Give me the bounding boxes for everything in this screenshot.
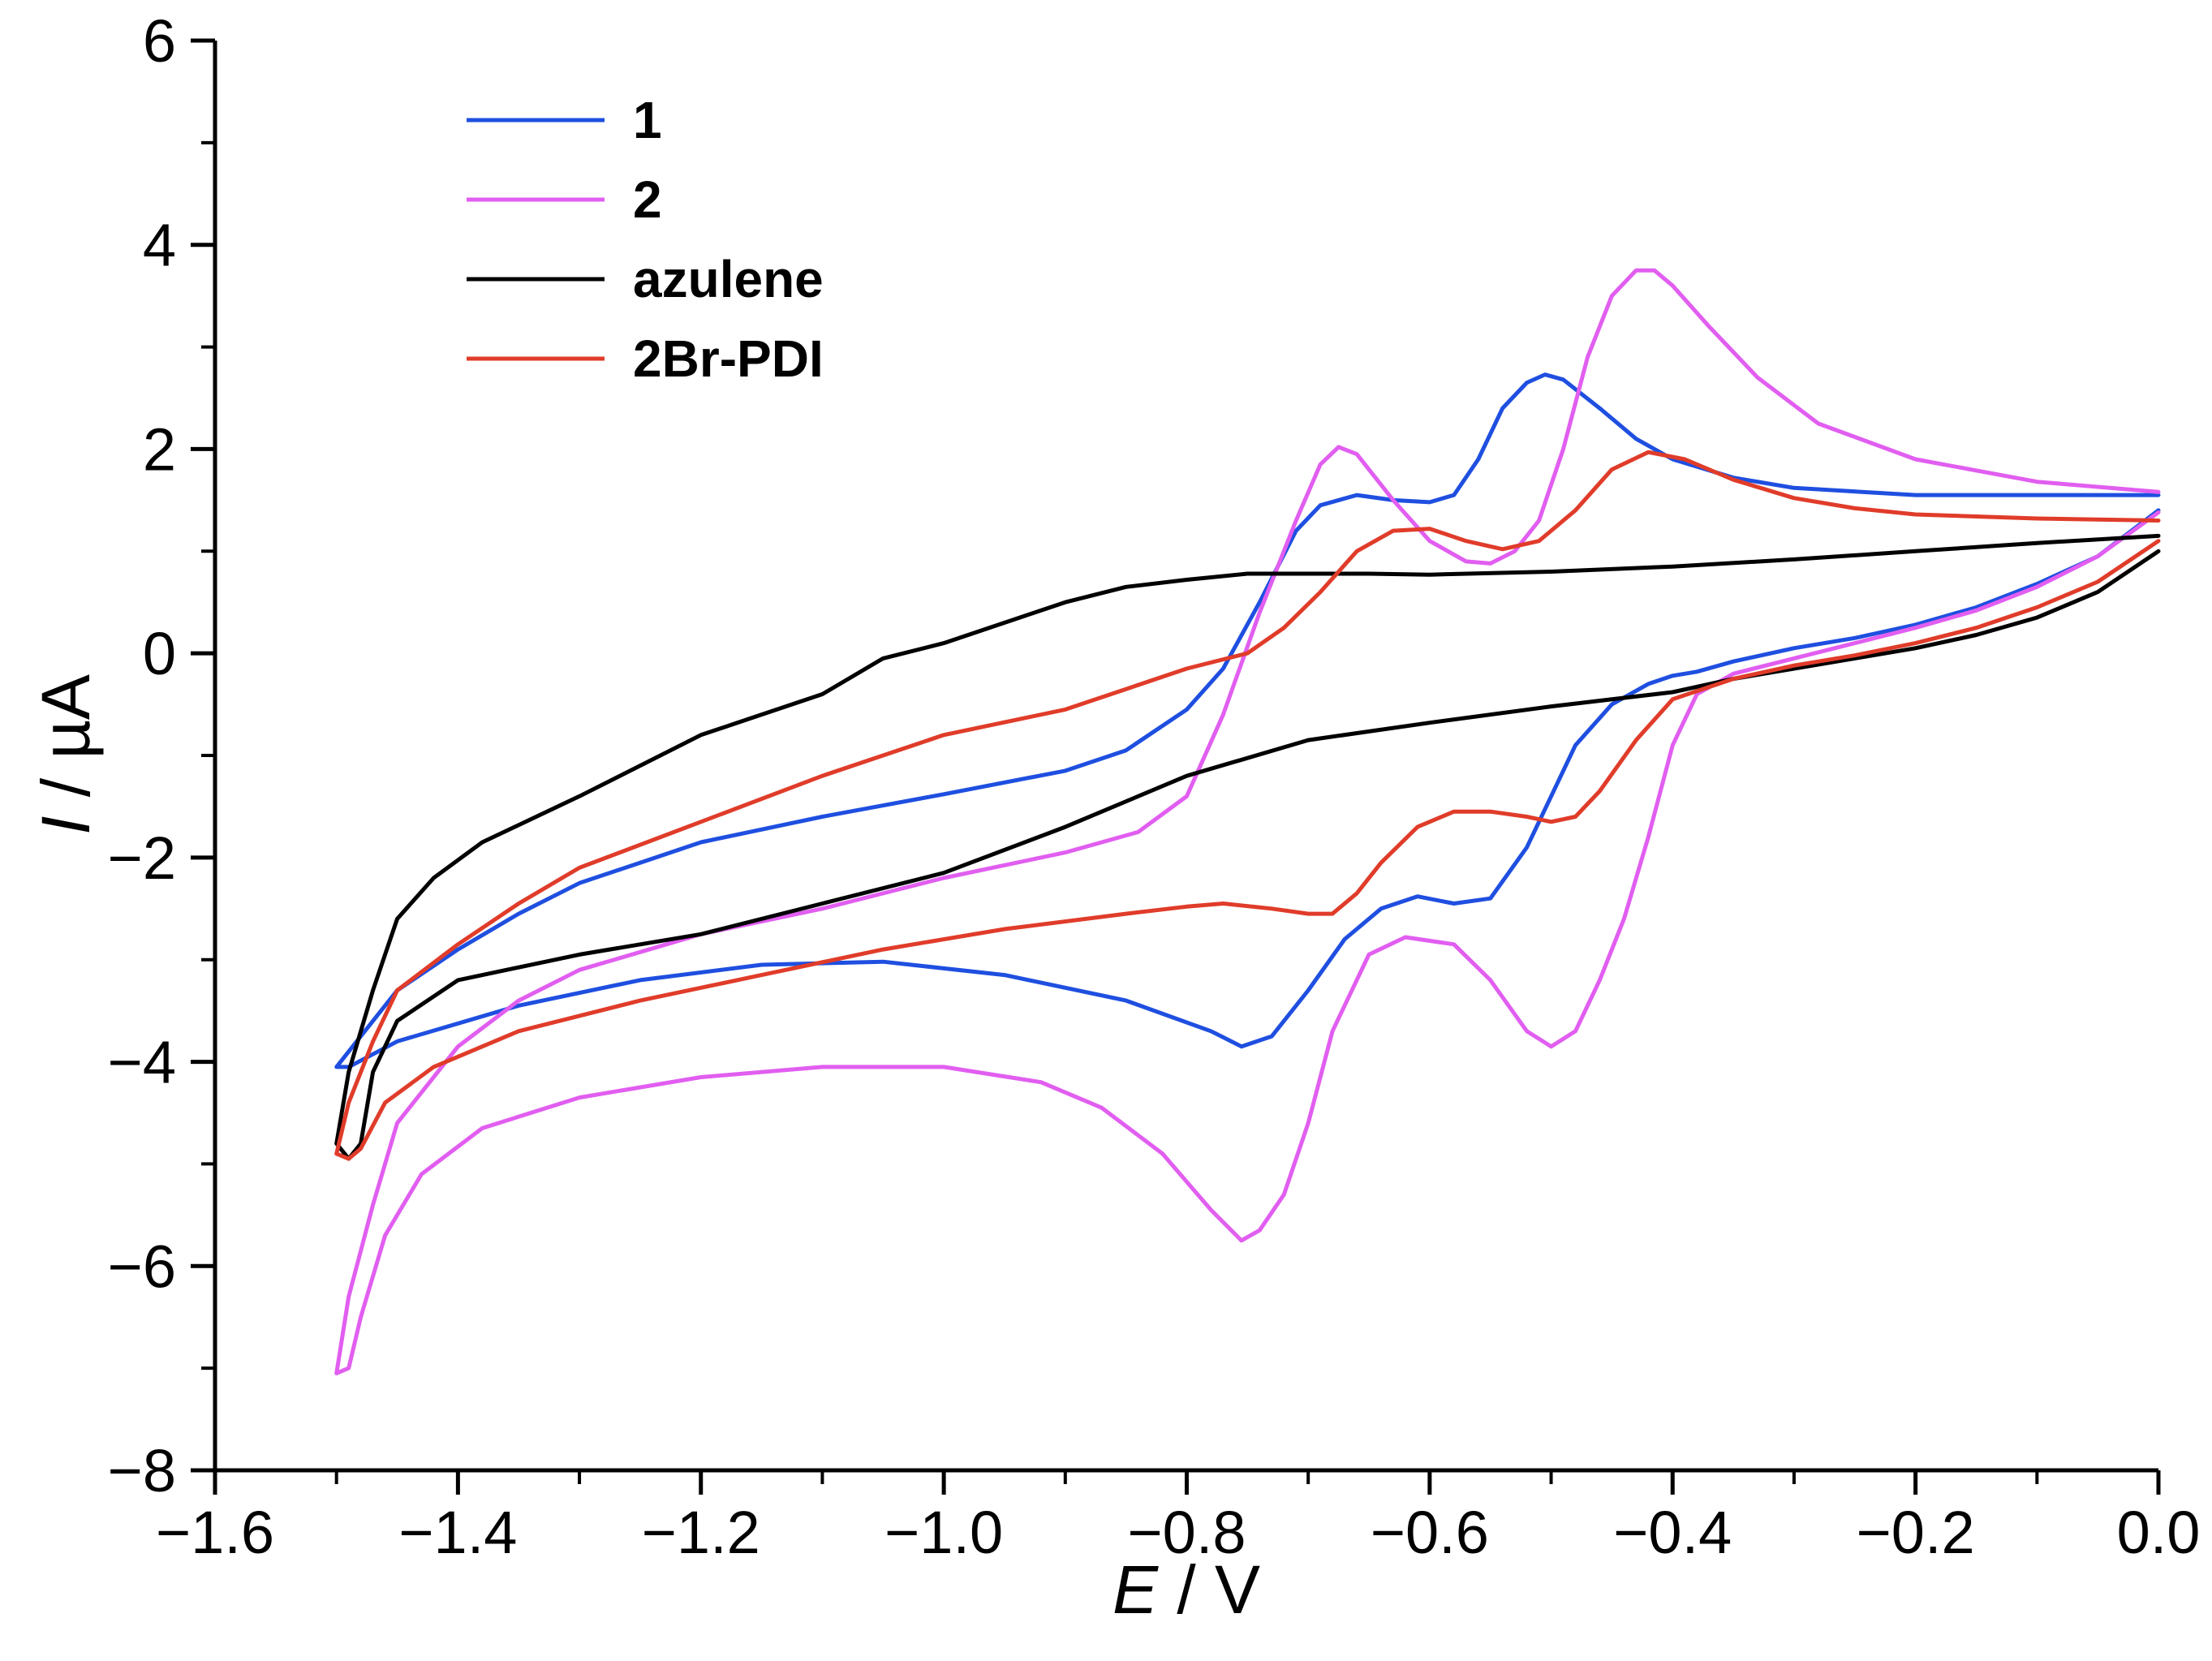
y-tick-label: −4 xyxy=(108,1029,176,1096)
x-tick-label: −1.2 xyxy=(642,1499,760,1566)
series-group xyxy=(334,268,2161,1375)
y-axis-symbol: I xyxy=(28,816,104,835)
series-line-2br-pdi xyxy=(334,450,2161,1161)
y-tick-label: 6 xyxy=(143,7,176,75)
y-axis-title: I / µA xyxy=(28,674,104,835)
y-tick-label: −6 xyxy=(108,1233,176,1300)
legend: 1 2 azulene 2Br-PDI xyxy=(467,91,824,388)
y-tick-label: −8 xyxy=(108,1437,176,1504)
ticks: −1.6 −1.4 −1.2 −1.0 −0.8 −0.6 −0.4 −0.2 0.0 −8 −6 −… xyxy=(108,7,2201,1566)
x-tick-label: 0.0 xyxy=(2117,1499,2201,1566)
x-tick-label: −0.2 xyxy=(1857,1499,1975,1566)
legend-label: azulene xyxy=(633,250,824,308)
series-line-1 xyxy=(334,372,2161,1069)
y-axis-unit: / µA xyxy=(28,674,104,815)
x-axis-unit: / V xyxy=(1158,1551,1260,1628)
x-tick-label: −0.4 xyxy=(1613,1499,1732,1566)
y-tick-label: 2 xyxy=(143,415,176,483)
x-tick-label: −0.6 xyxy=(1371,1499,1489,1566)
y-tick-label: −2 xyxy=(108,824,176,892)
x-tick-label: −1.6 xyxy=(156,1499,274,1566)
y-tick-label: 0 xyxy=(143,620,176,687)
x-axis-title: E / V xyxy=(1112,1551,1260,1628)
legend-label: 2 xyxy=(633,170,662,229)
y-tick-label: 4 xyxy=(143,212,176,279)
series-line-azulene xyxy=(334,533,2161,1161)
x-tick-label: −1.0 xyxy=(884,1499,1003,1566)
x-tick-label: −0.8 xyxy=(1127,1499,1246,1566)
legend-label: 1 xyxy=(633,91,662,149)
x-tick-label: −1.4 xyxy=(398,1499,517,1566)
x-axis-symbol: E xyxy=(1112,1551,1159,1628)
legend-label: 2Br-PDI xyxy=(633,329,824,388)
series-line-2 xyxy=(334,268,2161,1375)
axes xyxy=(213,41,2158,1473)
